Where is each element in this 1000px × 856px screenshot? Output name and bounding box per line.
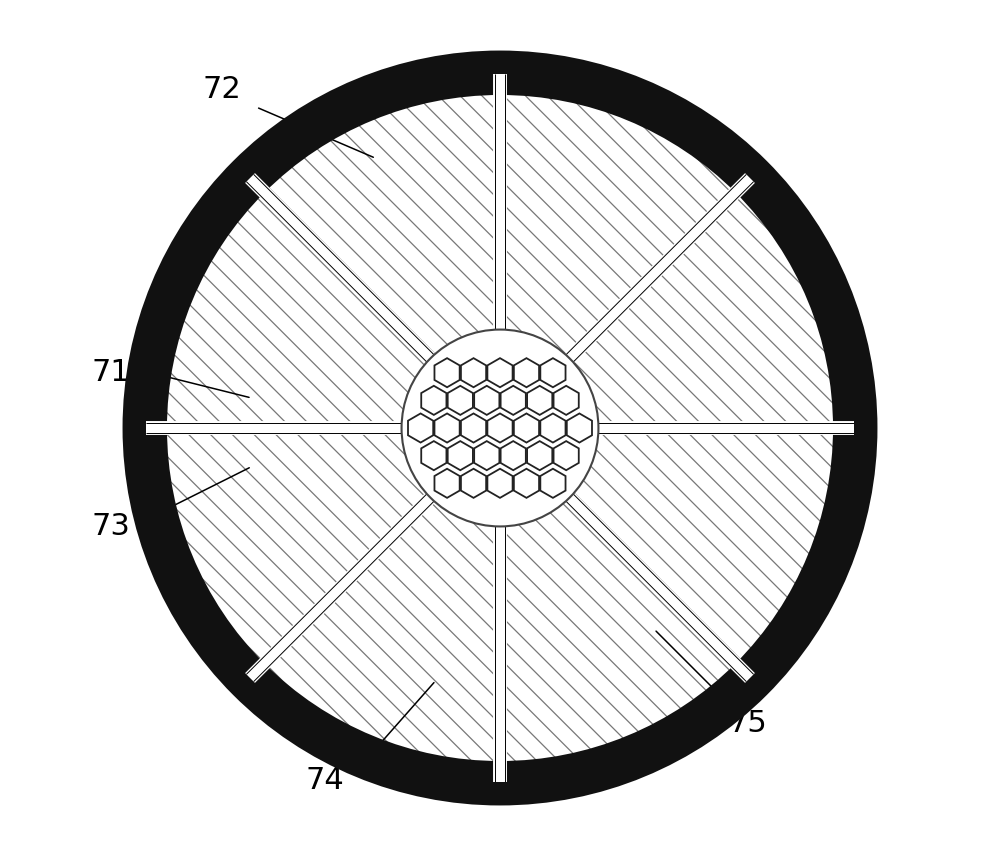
Polygon shape	[448, 441, 473, 470]
Polygon shape	[461, 358, 486, 387]
Circle shape	[145, 73, 855, 783]
Polygon shape	[554, 386, 579, 415]
Text: 74: 74	[305, 766, 344, 795]
Polygon shape	[514, 469, 539, 498]
Polygon shape	[434, 358, 460, 387]
Polygon shape	[474, 386, 499, 415]
Polygon shape	[487, 469, 513, 498]
Polygon shape	[487, 358, 513, 387]
Polygon shape	[421, 441, 446, 470]
Polygon shape	[567, 413, 592, 443]
Polygon shape	[474, 441, 499, 470]
Polygon shape	[434, 469, 460, 498]
Polygon shape	[487, 413, 513, 443]
Text: 75: 75	[729, 709, 768, 738]
Polygon shape	[514, 358, 539, 387]
Polygon shape	[527, 386, 552, 415]
Polygon shape	[421, 386, 446, 415]
Polygon shape	[408, 413, 433, 443]
Polygon shape	[540, 469, 566, 498]
Polygon shape	[501, 441, 526, 470]
Polygon shape	[554, 441, 579, 470]
Polygon shape	[527, 441, 552, 470]
Circle shape	[402, 330, 598, 526]
Polygon shape	[461, 413, 486, 443]
Polygon shape	[501, 386, 526, 415]
Polygon shape	[540, 413, 566, 443]
Polygon shape	[514, 413, 539, 443]
Text: 72: 72	[202, 75, 241, 104]
Polygon shape	[461, 469, 486, 498]
Polygon shape	[540, 358, 566, 387]
Polygon shape	[434, 413, 460, 443]
Text: 71: 71	[91, 358, 130, 387]
Text: 73: 73	[91, 512, 130, 541]
Polygon shape	[448, 386, 473, 415]
